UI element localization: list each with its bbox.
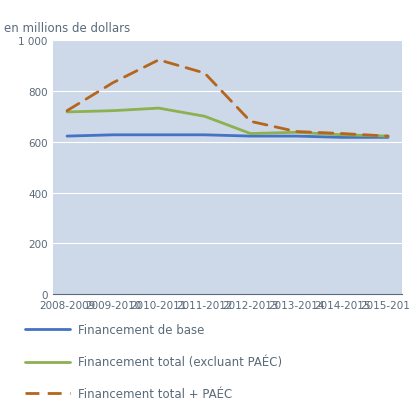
Text: Financement total + PAÉC: Financement total + PAÉC: [78, 387, 231, 400]
Text: Financement de base: Financement de base: [78, 323, 204, 336]
Text: Financement total (excluant PAÉC): Financement total (excluant PAÉC): [78, 355, 281, 369]
Text: en millions de dollars: en millions de dollars: [4, 22, 130, 35]
